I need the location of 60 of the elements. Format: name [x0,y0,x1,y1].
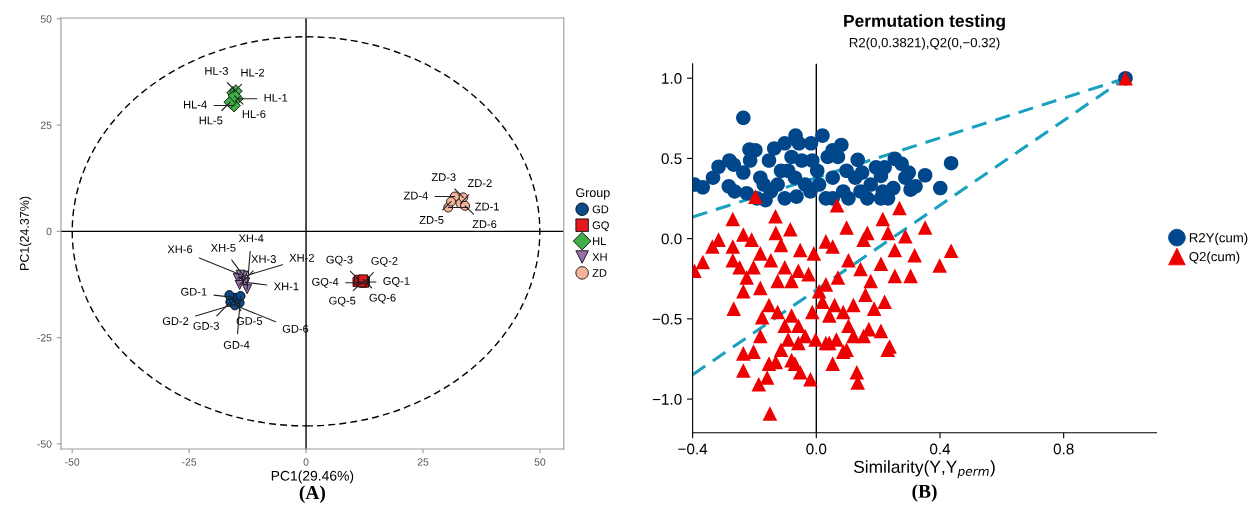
annotation: HL-5 [199,116,223,125]
x-axis-title: PC1(29.46%) [271,470,354,484]
chart-subtitle: R2(0,0.3821),Q2(0,−0.32) [849,37,1000,50]
y-tick-label: −0.5 [652,313,682,325]
annotation: XH-1 [273,282,299,291]
x-tick-label: -50 [65,458,80,466]
annotation: XH-6 [167,245,193,254]
x-tick-label: −0.4 [678,443,708,455]
annotation: HL-6 [242,110,266,118]
annotation: GQ-5 [329,296,356,307]
text: (B) [912,484,937,502]
y-tick-label: 0 [46,227,52,236]
legend-label: ZD [592,269,607,277]
annotation: ZD-6 [472,220,497,229]
legend-label: XH [592,253,607,261]
annotation: XH-3 [251,255,276,263]
y-tick-label: 0.5 [661,153,682,165]
y-tick-label: 25 [40,121,52,129]
x-tick-label: 0.4 [929,443,951,455]
y-tick-label: 50 [40,15,52,23]
x-tick-label: 0.0 [806,443,827,455]
x-tick-label: 25 [417,458,429,466]
annotation: GD-3 [193,321,219,330]
annotation: GQ-4 [312,277,339,288]
y-tick-label: -25 [37,334,52,342]
annotation: ZD-4 [403,191,428,200]
x-tick-label: -25 [182,458,197,466]
annotation: GD-4 [223,341,250,349]
annotation: HL-4 [184,100,207,109]
annotation: ZD-2 [467,179,492,187]
legend-label: GQ [592,221,609,232]
chart-title: Permutation testing [844,14,1005,31]
legend-title: Group [576,188,610,200]
annotation: ZD-3 [431,173,456,182]
annotation: HL-1 [264,93,288,102]
text: (A) [299,485,326,504]
y-tick-label: 0.0 [661,233,682,245]
legend-label: HL [593,237,606,245]
x-tick-label: 0 [303,458,309,466]
annotation: XH-5 [210,243,236,252]
annotation: GD-1 [181,287,207,296]
legend-label: R2Y(cum) [1189,232,1248,245]
annotation: GQ-3 [326,255,353,266]
legend-label: Q2(cum) [1189,251,1240,264]
legend-label: GD [592,205,609,214]
annotation: HL-3 [205,66,228,75]
x-tick-label: 0.8 [1053,443,1074,455]
annotation: GQ-2 [371,256,398,267]
annotation: XH-4 [238,234,264,243]
y-axis-title: PC1(24.37%) [19,196,32,270]
annotation: ZD-1 [475,202,499,211]
x-tick-label: 50 [534,458,546,466]
annotation: GQ-6 [369,293,396,304]
y-tick-label: 1.0 [662,73,682,84]
annotation: GD-2 [162,317,189,326]
annotation: ZD-5 [419,216,444,224]
x-axis-title: Similarity(Y,Y$_{perm}$) [853,460,995,479]
y-tick-label: −1.0 [652,393,682,405]
annotation: HL-2 [241,68,265,77]
annotation: GQ-1 [383,277,410,287]
